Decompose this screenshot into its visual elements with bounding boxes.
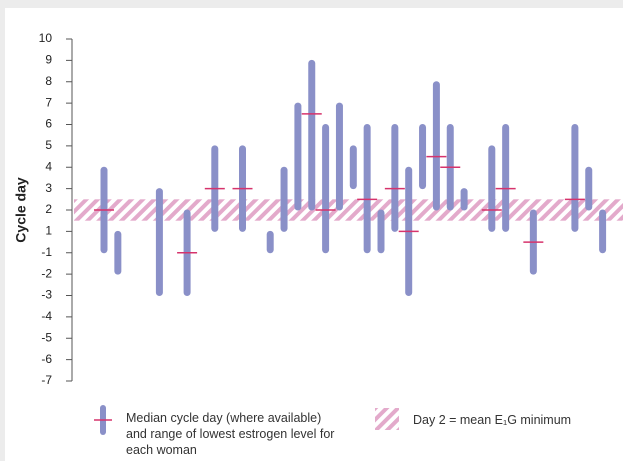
y-tick-label: -1 [41,245,52,259]
y-axis-label: Cycle day [13,177,29,243]
y-tick-label: 4 [45,159,52,173]
y-tick-label: 10 [39,31,53,45]
y-tick-label: 3 [45,181,52,195]
y-tick-label: -4 [41,309,52,323]
y-tick-label: 6 [45,117,52,131]
y-tick-label: 5 [45,138,52,152]
y-tick-label: -5 [41,330,52,344]
y-tick-label: 2 [45,202,52,216]
y-tick-label: -3 [41,288,52,302]
legend-band-swatch [375,408,399,430]
y-tick-label: 1 [45,224,52,238]
y-tick-label: -6 [41,352,52,366]
band [74,199,623,221]
y-tick-label: 9 [45,53,52,67]
y-tick-label: 8 [45,74,52,88]
legend-label: Day 2 = mean E₁G minimum [413,413,572,427]
y-tick-label: -2 [41,266,52,280]
y-tick-label: -7 [41,373,52,387]
legend-label: Median cycle day (where available) and r… [126,411,335,457]
y-tick-label: 7 [45,95,52,109]
